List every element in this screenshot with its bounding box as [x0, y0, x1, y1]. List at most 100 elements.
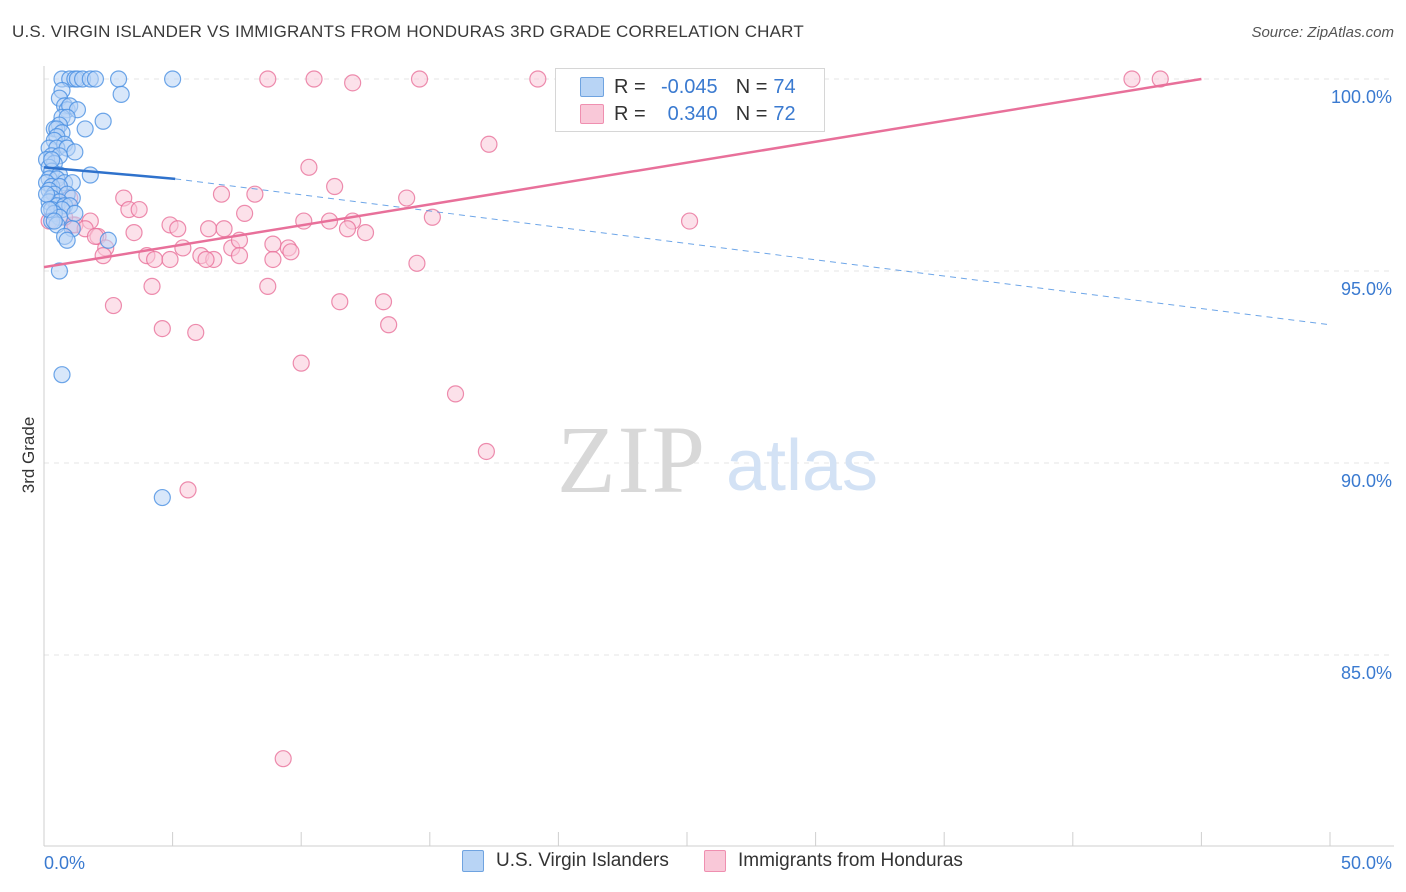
watermark-zip: ZIP — [557, 406, 707, 513]
y-tick-label: 100.0% — [1331, 87, 1392, 107]
data-point — [76, 120, 94, 138]
data-point — [259, 277, 277, 295]
data-point — [145, 250, 164, 269]
data-point — [187, 323, 205, 342]
r-value: 0.340 — [667, 102, 718, 125]
data-point — [423, 208, 441, 226]
y-axis-label: 3rd Grade — [19, 417, 38, 494]
n-label: N = — [735, 102, 768, 125]
legend-row-virgin-islanders: R = -0.045 N = 74 — [580, 73, 796, 101]
n-label: N = — [735, 75, 768, 98]
data-point — [446, 385, 465, 403]
data-point — [109, 70, 128, 88]
legend-swatch-pink — [704, 850, 726, 872]
data-point — [398, 189, 416, 207]
data-point — [1151, 70, 1169, 88]
data-point — [153, 320, 171, 338]
legend-label: U.S. Virgin Islanders — [496, 850, 669, 871]
trend-line-honduras — [43, 77, 1202, 269]
legend-swatch-blue — [462, 850, 484, 872]
data-point — [53, 366, 71, 384]
data-point — [161, 250, 179, 269]
trend-line-virgin-islanders-extrapolated — [175, 178, 1331, 326]
data-point — [236, 204, 254, 222]
axes — [43, 66, 1394, 847]
data-point — [153, 488, 171, 507]
data-point — [125, 224, 143, 242]
data-point — [50, 262, 69, 280]
r-value: -0.045 — [660, 75, 718, 98]
data-point — [130, 200, 148, 219]
grid-lines — [44, 78, 1394, 656]
data-point — [164, 70, 182, 88]
data-point — [408, 254, 426, 272]
n-value: 74 — [773, 75, 796, 98]
data-point — [104, 296, 123, 315]
data-point — [344, 74, 362, 92]
data-point — [282, 243, 300, 261]
data-point — [58, 231, 76, 249]
data-point — [143, 277, 161, 295]
data-point — [410, 70, 429, 88]
x-tick-labels: 0.0% 50.0% — [44, 853, 1392, 873]
data-point — [174, 239, 192, 257]
series-legend: U.S. Virgin Islanders Immigrants from Ho… — [0, 850, 1406, 878]
data-point — [230, 247, 249, 265]
y-tick-label: 95.0% — [1341, 279, 1392, 299]
legend-label: Immigrants from Honduras — [738, 850, 963, 871]
data-point — [274, 750, 292, 768]
data-point — [66, 204, 84, 222]
data-point — [43, 151, 61, 169]
data-point — [338, 220, 357, 238]
x-tick-label: 0.0% — [44, 853, 85, 873]
data-point — [1123, 70, 1141, 88]
source-label: Source: ZipAtlas.com — [1251, 24, 1394, 41]
data-point — [264, 235, 282, 253]
series-virgin-islanders-points — [37, 70, 182, 507]
data-point — [215, 220, 233, 238]
data-point — [45, 212, 63, 230]
r-label: R = — [614, 75, 646, 98]
legend-swatch-pink — [580, 104, 604, 124]
data-point — [37, 185, 56, 203]
legend-item-virgin-islanders[interactable]: U.S. Virgin Islanders — [462, 850, 669, 872]
data-point — [86, 70, 105, 88]
data-point — [292, 354, 310, 372]
data-point — [356, 224, 375, 242]
data-point — [264, 250, 282, 269]
y-tick-labels: 85.0% 90.0% 95.0% 100.0% — [1331, 87, 1392, 683]
data-point — [169, 220, 187, 238]
data-point — [112, 85, 130, 103]
data-point — [66, 143, 84, 161]
legend-row-honduras: R = 0.340 N = 72 — [580, 100, 796, 128]
data-point — [99, 231, 117, 249]
legend-swatch-blue — [580, 77, 604, 97]
data-point — [380, 316, 398, 334]
watermark: ZIP atlas — [557, 406, 878, 513]
data-point — [331, 293, 349, 311]
data-point — [259, 70, 277, 88]
data-point — [326, 177, 344, 196]
x-tick-label: 50.0% — [1341, 853, 1392, 873]
n-value: 72 — [773, 102, 796, 125]
trend-line-virgin-islanders — [43, 166, 176, 181]
r-label: R = — [614, 102, 646, 125]
y-tick-label: 85.0% — [1341, 663, 1392, 683]
data-point — [680, 212, 699, 230]
correlation-legend: R = -0.045 N = 74 R = 0.340 N = 72 — [555, 68, 825, 132]
data-point — [246, 185, 264, 203]
legend-item-honduras[interactable]: Immigrants from Honduras — [704, 850, 963, 872]
data-point — [212, 185, 231, 203]
watermark-atlas: atlas — [726, 426, 878, 506]
data-point — [200, 220, 218, 238]
data-point — [305, 70, 323, 88]
chart-title: U.S. VIRGIN ISLANDER VS IMMIGRANTS FROM … — [12, 22, 804, 41]
data-point — [477, 442, 495, 461]
data-point — [81, 166, 99, 184]
data-point — [179, 481, 197, 499]
data-point — [374, 293, 393, 311]
data-point — [480, 135, 498, 153]
y-tick-label: 90.0% — [1341, 471, 1392, 491]
data-point — [197, 250, 215, 269]
